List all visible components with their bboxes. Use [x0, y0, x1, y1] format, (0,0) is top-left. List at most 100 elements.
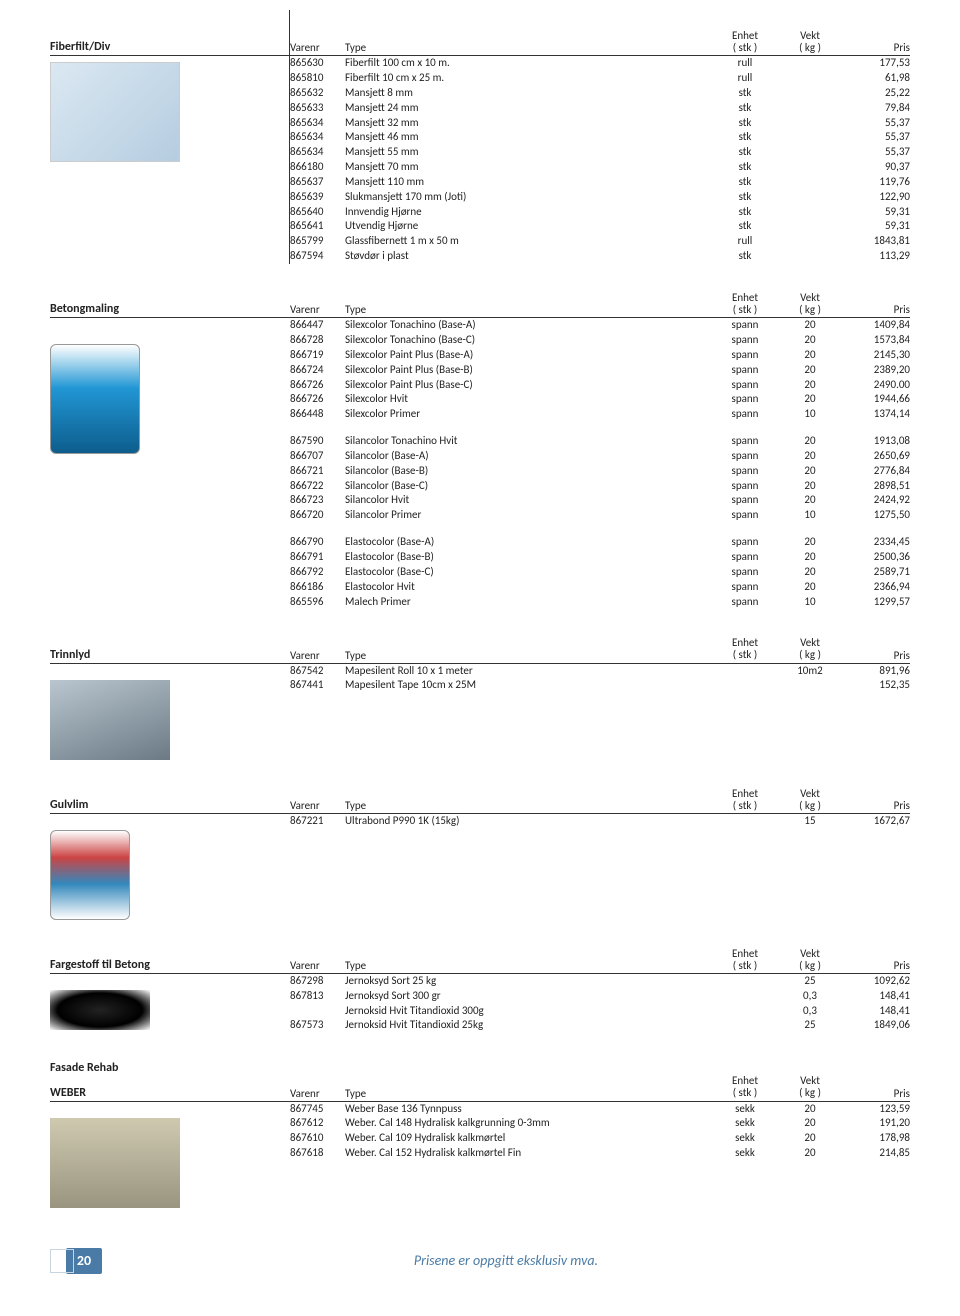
table-row: 865634Mansjett 32 mmstk55,37 — [290, 116, 910, 131]
cell-varenr: 867612 — [290, 1116, 345, 1131]
section-header: Betongmaling Varenr Type Enhet( stk ) Ve… — [50, 292, 910, 318]
cell-pris: 55,37 — [840, 145, 910, 160]
cell-type: Elastocolor (Base-C) — [345, 565, 710, 580]
cell-vekt: 20 — [780, 1146, 840, 1161]
cell-enhet: spann — [710, 493, 780, 508]
col-enhet: Enhet( stk ) — [710, 30, 780, 54]
cell-vekt: 10 — [780, 407, 840, 422]
cell-type: Slukmansjett 170 mm (Joti) — [345, 190, 710, 205]
cell-varenr: 867298 — [290, 974, 345, 989]
cell-varenr: 866720 — [290, 508, 345, 523]
cell-enhet: spann — [710, 508, 780, 523]
cell-vekt — [780, 205, 840, 220]
table-row: 865641Utvendig Hjørnestk59,31 — [290, 219, 910, 234]
table-row: 865634Mansjett 46 mmstk55,37 — [290, 130, 910, 145]
cell-vekt: 10 — [780, 595, 840, 610]
cell-vekt — [780, 219, 840, 234]
table-row: 867618Weber. Cal 152 Hydralisk kalkmørte… — [290, 1146, 910, 1161]
page-deco-icon — [50, 1249, 74, 1273]
cell-pris: 1849,06 — [840, 1018, 910, 1033]
cell-pris: 90,37 — [840, 160, 910, 175]
cell-vekt — [780, 234, 840, 249]
cell-enhet: spann — [710, 378, 780, 393]
cell-vekt: 20 — [780, 348, 840, 363]
cell-enhet: sekk — [710, 1146, 780, 1161]
cell-type: Silexcolor Primer — [345, 407, 710, 422]
cell-enhet: stk — [710, 101, 780, 116]
cell-enhet: stk — [710, 116, 780, 131]
section-fasade: Fasade Rehab WEBER Varenr Type Enhet( st… — [50, 1061, 910, 1207]
cell-vekt — [780, 175, 840, 190]
cell-type: Mapesilent Roll 10 x 1 meter — [345, 664, 710, 679]
cell-varenr: 867590 — [290, 434, 345, 449]
cell-type: Weber. Cal 148 Hydralisk kalkgrunning 0-… — [345, 1116, 710, 1131]
cell-type: Silancolor (Base-C) — [345, 479, 710, 494]
table-row: 866448Silexcolor Primerspann101374,14 — [290, 407, 910, 422]
cell-varenr: 867610 — [290, 1131, 345, 1146]
table-row: 867745Weber Base 136 Tynnpusssekk20123,5… — [290, 1102, 910, 1117]
cell-pris: 25,22 — [840, 86, 910, 101]
cell-type: Innvendig Hjørne — [345, 205, 710, 220]
table-row: 866180Mansjett 70 mmstk90,37 — [290, 160, 910, 175]
cell-enhet: stk — [710, 190, 780, 205]
table-row: Jernoksid Hvit Titandioxid 300g0,3148,41 — [290, 1004, 910, 1019]
cell-varenr: 866723 — [290, 493, 345, 508]
cell-type: Weber Base 136 Tynnpuss — [345, 1102, 710, 1117]
cell-vekt — [780, 130, 840, 145]
cell-varenr: 866186 — [290, 580, 345, 595]
table-row: 867298Jernoksyd Sort 25 kg251092,62 — [290, 974, 910, 989]
cell-varenr: 866180 — [290, 160, 345, 175]
cell-varenr: 865596 — [290, 595, 345, 610]
cell-enhet: rull — [710, 56, 780, 71]
cell-varenr: 866447 — [290, 318, 345, 333]
cell-varenr: 867542 — [290, 664, 345, 679]
cell-enhet: stk — [710, 219, 780, 234]
rows: 865630Fiberfilt 100 cm x 10 m.rull177,53… — [290, 56, 910, 264]
cell-enhet — [710, 1004, 780, 1019]
cell-vekt: 20 — [780, 449, 840, 464]
table-row: 865810Fiberfilt 10 cm x 25 m.rull61,98 — [290, 71, 910, 86]
product-image — [50, 56, 200, 264]
cell-varenr: 867745 — [290, 1102, 345, 1117]
cell-type: Fiberfilt 100 cm x 10 m. — [345, 56, 710, 71]
table-row: 865634Mansjett 55 mmstk55,37 — [290, 145, 910, 160]
cell-vekt: 10 — [780, 508, 840, 523]
cell-vekt — [780, 56, 840, 71]
cell-varenr: 866790 — [290, 535, 345, 550]
cell-vekt: 20 — [780, 1102, 840, 1117]
cell-type: Mansjett 70 mm — [345, 160, 710, 175]
cell-enhet: sekk — [710, 1116, 780, 1131]
cell-pris: 1409,84 — [840, 318, 910, 333]
cell-type: Malech Primer — [345, 595, 710, 610]
cell-pris: 1275,50 — [840, 508, 910, 523]
table-row: 867612Weber. Cal 148 Hydralisk kalkgrunn… — [290, 1116, 910, 1131]
cell-varenr: 866726 — [290, 392, 345, 407]
table-row: 867221Ultrabond P990 1K (15kg)151672,67 — [290, 814, 910, 829]
cell-varenr: 865637 — [290, 175, 345, 190]
cell-pris: 148,41 — [840, 989, 910, 1004]
cell-vekt: 20 — [780, 392, 840, 407]
cell-type: Mansjett 55 mm — [345, 145, 710, 160]
cell-enhet — [710, 678, 780, 693]
cell-pris: 891,96 — [840, 664, 910, 679]
section-title: Fiberfilt/Div — [50, 40, 290, 54]
table-row: 866707Silancolor (Base-A)spann202650,69 — [290, 449, 910, 464]
table-row: 866791Elastocolor (Base-B)spann202500,36 — [290, 550, 910, 565]
cell-vekt: 20 — [780, 1116, 840, 1131]
section-title: Trinnlyd — [50, 648, 290, 662]
cell-vekt — [780, 71, 840, 86]
cell-vekt — [780, 116, 840, 131]
cell-vekt — [780, 249, 840, 264]
table-row: 866726Silexcolor Paint Plus (Base-C)span… — [290, 378, 910, 393]
cell-vekt: 20 — [780, 550, 840, 565]
cell-type: Silexcolor Paint Plus (Base-C) — [345, 378, 710, 393]
cell-enhet: spann — [710, 434, 780, 449]
cell-varenr: 865634 — [290, 130, 345, 145]
table-row: 867813Jernoksyd Sort 300 gr0,3148,41 — [290, 989, 910, 1004]
cell-pris: 2589,71 — [840, 565, 910, 580]
table-row: 866721Silancolor (Base-B)spann202776,84 — [290, 464, 910, 479]
cell-varenr: 866792 — [290, 565, 345, 580]
cell-vekt — [780, 86, 840, 101]
section-title: Fargestoff til Betong — [50, 958, 290, 972]
cell-type: Silancolor Tonachino Hvit — [345, 434, 710, 449]
